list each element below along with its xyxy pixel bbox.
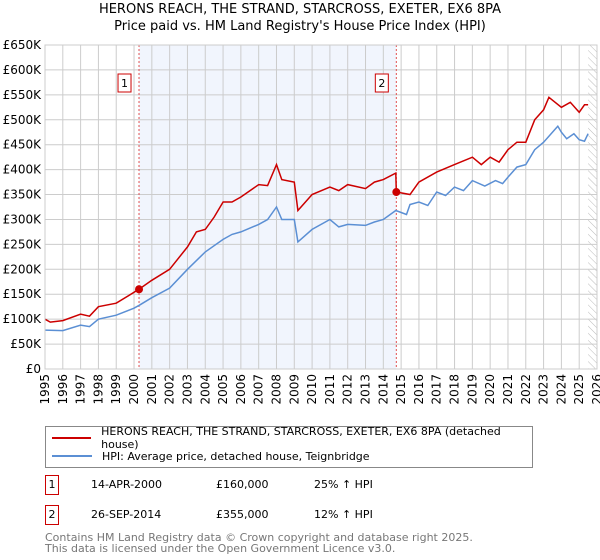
x-tick-label: 2008 bbox=[269, 374, 283, 405]
x-tick-label: 2000 bbox=[127, 374, 141, 405]
blue-line-swatch bbox=[52, 455, 92, 457]
sale-hpi-diff: 25% ↑ HPI bbox=[314, 478, 373, 491]
y-tick-label: £400K bbox=[3, 163, 43, 177]
x-tick-label: 2021 bbox=[501, 374, 515, 405]
x-tick-label: 2026 bbox=[590, 374, 600, 405]
x-tick-label: 2023 bbox=[537, 374, 551, 405]
x-tick-label: 2003 bbox=[180, 374, 194, 405]
property-price-line bbox=[44, 96, 589, 323]
x-tick-label: 2004 bbox=[198, 374, 212, 405]
legend-item-property: HERONS REACH, THE STRAND, STARCROSS, EXE… bbox=[52, 425, 532, 451]
sale-label: 1 bbox=[121, 77, 128, 90]
x-tick-label: 2018 bbox=[448, 374, 462, 405]
y-tick-label: £450K bbox=[3, 138, 43, 152]
sale-price: £355,000 bbox=[216, 508, 269, 521]
x-tick-label: 2006 bbox=[234, 374, 248, 405]
plot-frame bbox=[44, 44, 598, 370]
sale-price: £160,000 bbox=[216, 478, 269, 491]
x-tick-label: 2014 bbox=[376, 374, 390, 405]
x-tick-label: 2012 bbox=[341, 374, 355, 405]
future-hatched-area bbox=[588, 45, 597, 369]
x-tick-label: 2020 bbox=[483, 374, 497, 405]
sale-hpi-diff: 12% ↑ HPI bbox=[314, 508, 373, 521]
y-tick-label: £600K bbox=[3, 63, 43, 77]
y-tick-label: £500K bbox=[3, 113, 43, 127]
x-tick-label: 2019 bbox=[465, 374, 479, 405]
x-tick-label: 2022 bbox=[519, 374, 533, 405]
footer-copyright: Contains HM Land Registry data © Crown c… bbox=[45, 531, 473, 544]
sale-marker-badge: 1 bbox=[45, 475, 59, 495]
x-tick-label: 1997 bbox=[74, 374, 88, 405]
hpi-line bbox=[44, 124, 589, 332]
x-tick-label: 1996 bbox=[56, 374, 70, 405]
x-tick-label: 2007 bbox=[252, 374, 266, 405]
x-tick-label: 2025 bbox=[572, 374, 586, 405]
sale-date: 26-SEP-2014 bbox=[91, 508, 162, 521]
x-tick-label: 2001 bbox=[145, 374, 159, 405]
sale-period-shading bbox=[139, 45, 397, 369]
sale-date: 14-APR-2000 bbox=[91, 478, 163, 491]
x-tick-label: 2024 bbox=[554, 374, 568, 405]
chart-subtitle: Price paid vs. HM Land Registry's House … bbox=[114, 19, 486, 34]
y-tick-label: £100K bbox=[3, 312, 43, 326]
y-tick-label: £0 bbox=[26, 362, 41, 376]
x-tick-label: 2015 bbox=[394, 374, 408, 405]
x-tick-label: 1995 bbox=[38, 374, 52, 405]
y-tick-label: £250K bbox=[3, 237, 43, 251]
legend-label-property: HERONS REACH, THE STRAND, STARCROSS, EXE… bbox=[101, 425, 501, 451]
y-tick-label: £650K bbox=[3, 38, 43, 52]
x-tick-label: 2013 bbox=[359, 374, 373, 405]
legend-label-hpi: HPI: Average price, detached house, Teig… bbox=[102, 449, 370, 463]
y-tick-label: £200K bbox=[3, 262, 43, 276]
y-tick-label: £50K bbox=[10, 337, 42, 351]
sale-point bbox=[392, 188, 401, 197]
sale-marker-badge: 2 bbox=[45, 505, 59, 525]
legend-item-hpi: HPI: Average price, detached house, Teig… bbox=[52, 448, 370, 464]
y-tick-label: £350K bbox=[3, 188, 43, 202]
x-tick-label: 2016 bbox=[412, 374, 426, 405]
footer-licence: This data is licensed under the Open Gov… bbox=[45, 542, 396, 555]
y-tick-label: £150K bbox=[3, 287, 43, 301]
chart-title: HERONS REACH, THE STRAND, STARCROSS, EXE… bbox=[98, 2, 502, 17]
x-tick-label: 2009 bbox=[287, 374, 301, 405]
sale-label-box bbox=[117, 73, 132, 93]
price-chart: £0 £50K £100K £150K £200K £250K £300K £350K £400… bbox=[3, 38, 600, 405]
x-tick-label: 1998 bbox=[91, 374, 105, 405]
x-tick-label: 2017 bbox=[430, 374, 444, 405]
red-line-swatch bbox=[52, 437, 92, 439]
y-tick-label: £300K bbox=[3, 212, 43, 226]
x-tick-label: 2010 bbox=[305, 374, 319, 405]
sale-point bbox=[135, 285, 144, 294]
x-tick-label: 1999 bbox=[109, 374, 123, 405]
sale-label-box bbox=[374, 73, 389, 93]
legend: HERONS REACH, THE STRAND, STARCROSS, EXE… bbox=[45, 425, 533, 468]
x-tick-label: 2011 bbox=[323, 374, 337, 405]
y-tick-label: £550K bbox=[3, 88, 43, 102]
x-tick-label: 2005 bbox=[216, 374, 230, 405]
sale-label: 2 bbox=[378, 77, 385, 90]
x-tick-label: 2002 bbox=[163, 374, 177, 405]
